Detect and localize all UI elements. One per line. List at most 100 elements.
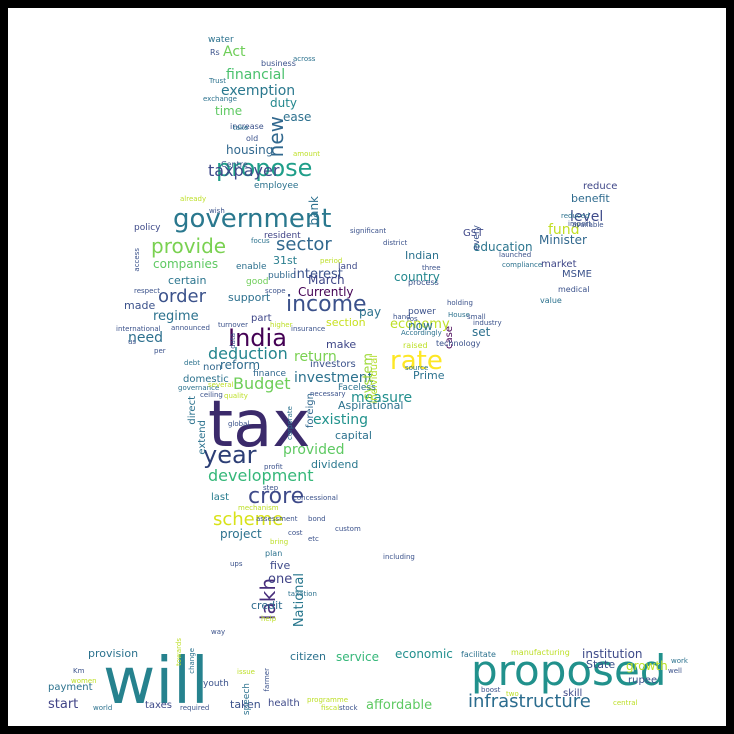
word-prime: Prime [413, 369, 445, 382]
word-regime: regime [153, 309, 199, 324]
word-scheme: scheme [213, 509, 284, 530]
word-direct: direct [187, 396, 198, 425]
word-small: small [467, 313, 486, 321]
word-national: National [292, 573, 307, 628]
word-provided: provided [283, 442, 345, 458]
word-wish: wish [209, 207, 225, 215]
word-payment: payment [48, 682, 93, 693]
word-deduction: deduction [208, 344, 288, 363]
word-three: three [422, 264, 441, 272]
word-crore: crore [248, 484, 305, 509]
word-mechanism: mechanism [238, 504, 279, 512]
word-minister: Minister [539, 233, 587, 247]
word-investors: investors [310, 359, 356, 370]
word-us: us [128, 338, 137, 346]
word-credit: credit [251, 599, 283, 612]
word-will: will [103, 645, 209, 719]
word-rupee: rupee [628, 675, 658, 686]
word-bank: bank [307, 196, 321, 226]
word-affordable: affordable [366, 698, 433, 713]
word-citizen: citizen [290, 650, 326, 663]
word-take: take [233, 124, 249, 132]
word-respect: respect [134, 287, 161, 295]
word-extend: extend [197, 420, 208, 455]
word-women: women [71, 677, 97, 685]
word-already: already [180, 195, 207, 203]
word-significant: significant [350, 227, 387, 235]
word-government: government [173, 204, 332, 234]
word-land: land [338, 262, 358, 272]
word-old: old [246, 134, 259, 143]
word-existing: existing [313, 412, 368, 428]
word-measure: measure [351, 390, 413, 406]
word-taxes: taxes [145, 700, 173, 711]
word-economic: economic [395, 647, 453, 661]
word-housing: housing [226, 143, 274, 157]
word-rs: Rs [210, 48, 220, 57]
word-foreign: foreign [305, 393, 316, 429]
word-two: two [506, 690, 519, 698]
word-bond: bond [308, 515, 326, 523]
word-financial: financial [226, 67, 286, 83]
word-india: India [228, 324, 287, 352]
word-benefit: benefit [571, 192, 610, 205]
word-market: market [541, 259, 577, 270]
word-raised: raised [403, 341, 428, 350]
word-section: section [326, 316, 366, 329]
word-way: way [211, 628, 226, 636]
word-economy: economy [390, 317, 450, 332]
word-access: access [133, 248, 141, 272]
word-global: global [228, 420, 250, 428]
word-value: value [540, 296, 562, 305]
word-programme: programme [307, 696, 349, 704]
word-aspirational: Aspirational [338, 399, 404, 412]
word-fiscal: fiscal [321, 704, 340, 712]
word-km: Km [73, 667, 85, 675]
word-project: project [220, 527, 262, 541]
word-insurance: insurance [291, 325, 326, 333]
word-ease: ease [283, 110, 312, 124]
word-now: now [408, 319, 433, 333]
word-set: set [472, 325, 491, 339]
word-need: need [128, 330, 163, 346]
word-act: Act [223, 44, 246, 60]
word-ceiling: ceiling [200, 391, 223, 399]
word-hand: hand [393, 313, 411, 321]
word-house: House [448, 311, 470, 319]
word-ups: ups [230, 560, 243, 568]
word-companies: companies [153, 257, 219, 271]
word-data: data [229, 333, 237, 349]
word-time: time [215, 104, 243, 118]
word-five: five [270, 559, 291, 572]
word-good: good [246, 277, 269, 287]
word-public: public [268, 271, 296, 281]
word-turnover: turnover [218, 321, 248, 329]
word-policy: policy [134, 223, 161, 233]
word-taken: taken [230, 698, 261, 711]
word-support: support [228, 291, 271, 304]
word-country: country [394, 270, 440, 284]
word-last: last [211, 492, 230, 503]
word-across: across [293, 55, 316, 63]
word-profit: profit [264, 463, 283, 471]
word-water: water [208, 35, 234, 45]
word-skill: skill [563, 688, 583, 699]
word-assessment: assessment [256, 515, 298, 523]
word-business: business [261, 59, 296, 68]
word-every: every [472, 225, 482, 251]
word-scope: scope [265, 287, 286, 295]
word-proposed: proposed [471, 646, 667, 695]
word-duty: duty [270, 96, 298, 110]
word-institution: institution [582, 647, 643, 661]
word-taxpayer: taxpayer [208, 161, 280, 180]
word-cost: cost [288, 529, 303, 537]
word-reduce: reduce [583, 181, 618, 192]
word-available: available [572, 221, 604, 229]
word-one: one [268, 572, 293, 587]
word-interest: interest [293, 267, 343, 282]
word-period: period [320, 257, 343, 265]
word-well: well [668, 667, 682, 675]
word-step: step [263, 484, 279, 492]
word-central: central [613, 699, 638, 707]
word-quality: quality [224, 392, 248, 400]
